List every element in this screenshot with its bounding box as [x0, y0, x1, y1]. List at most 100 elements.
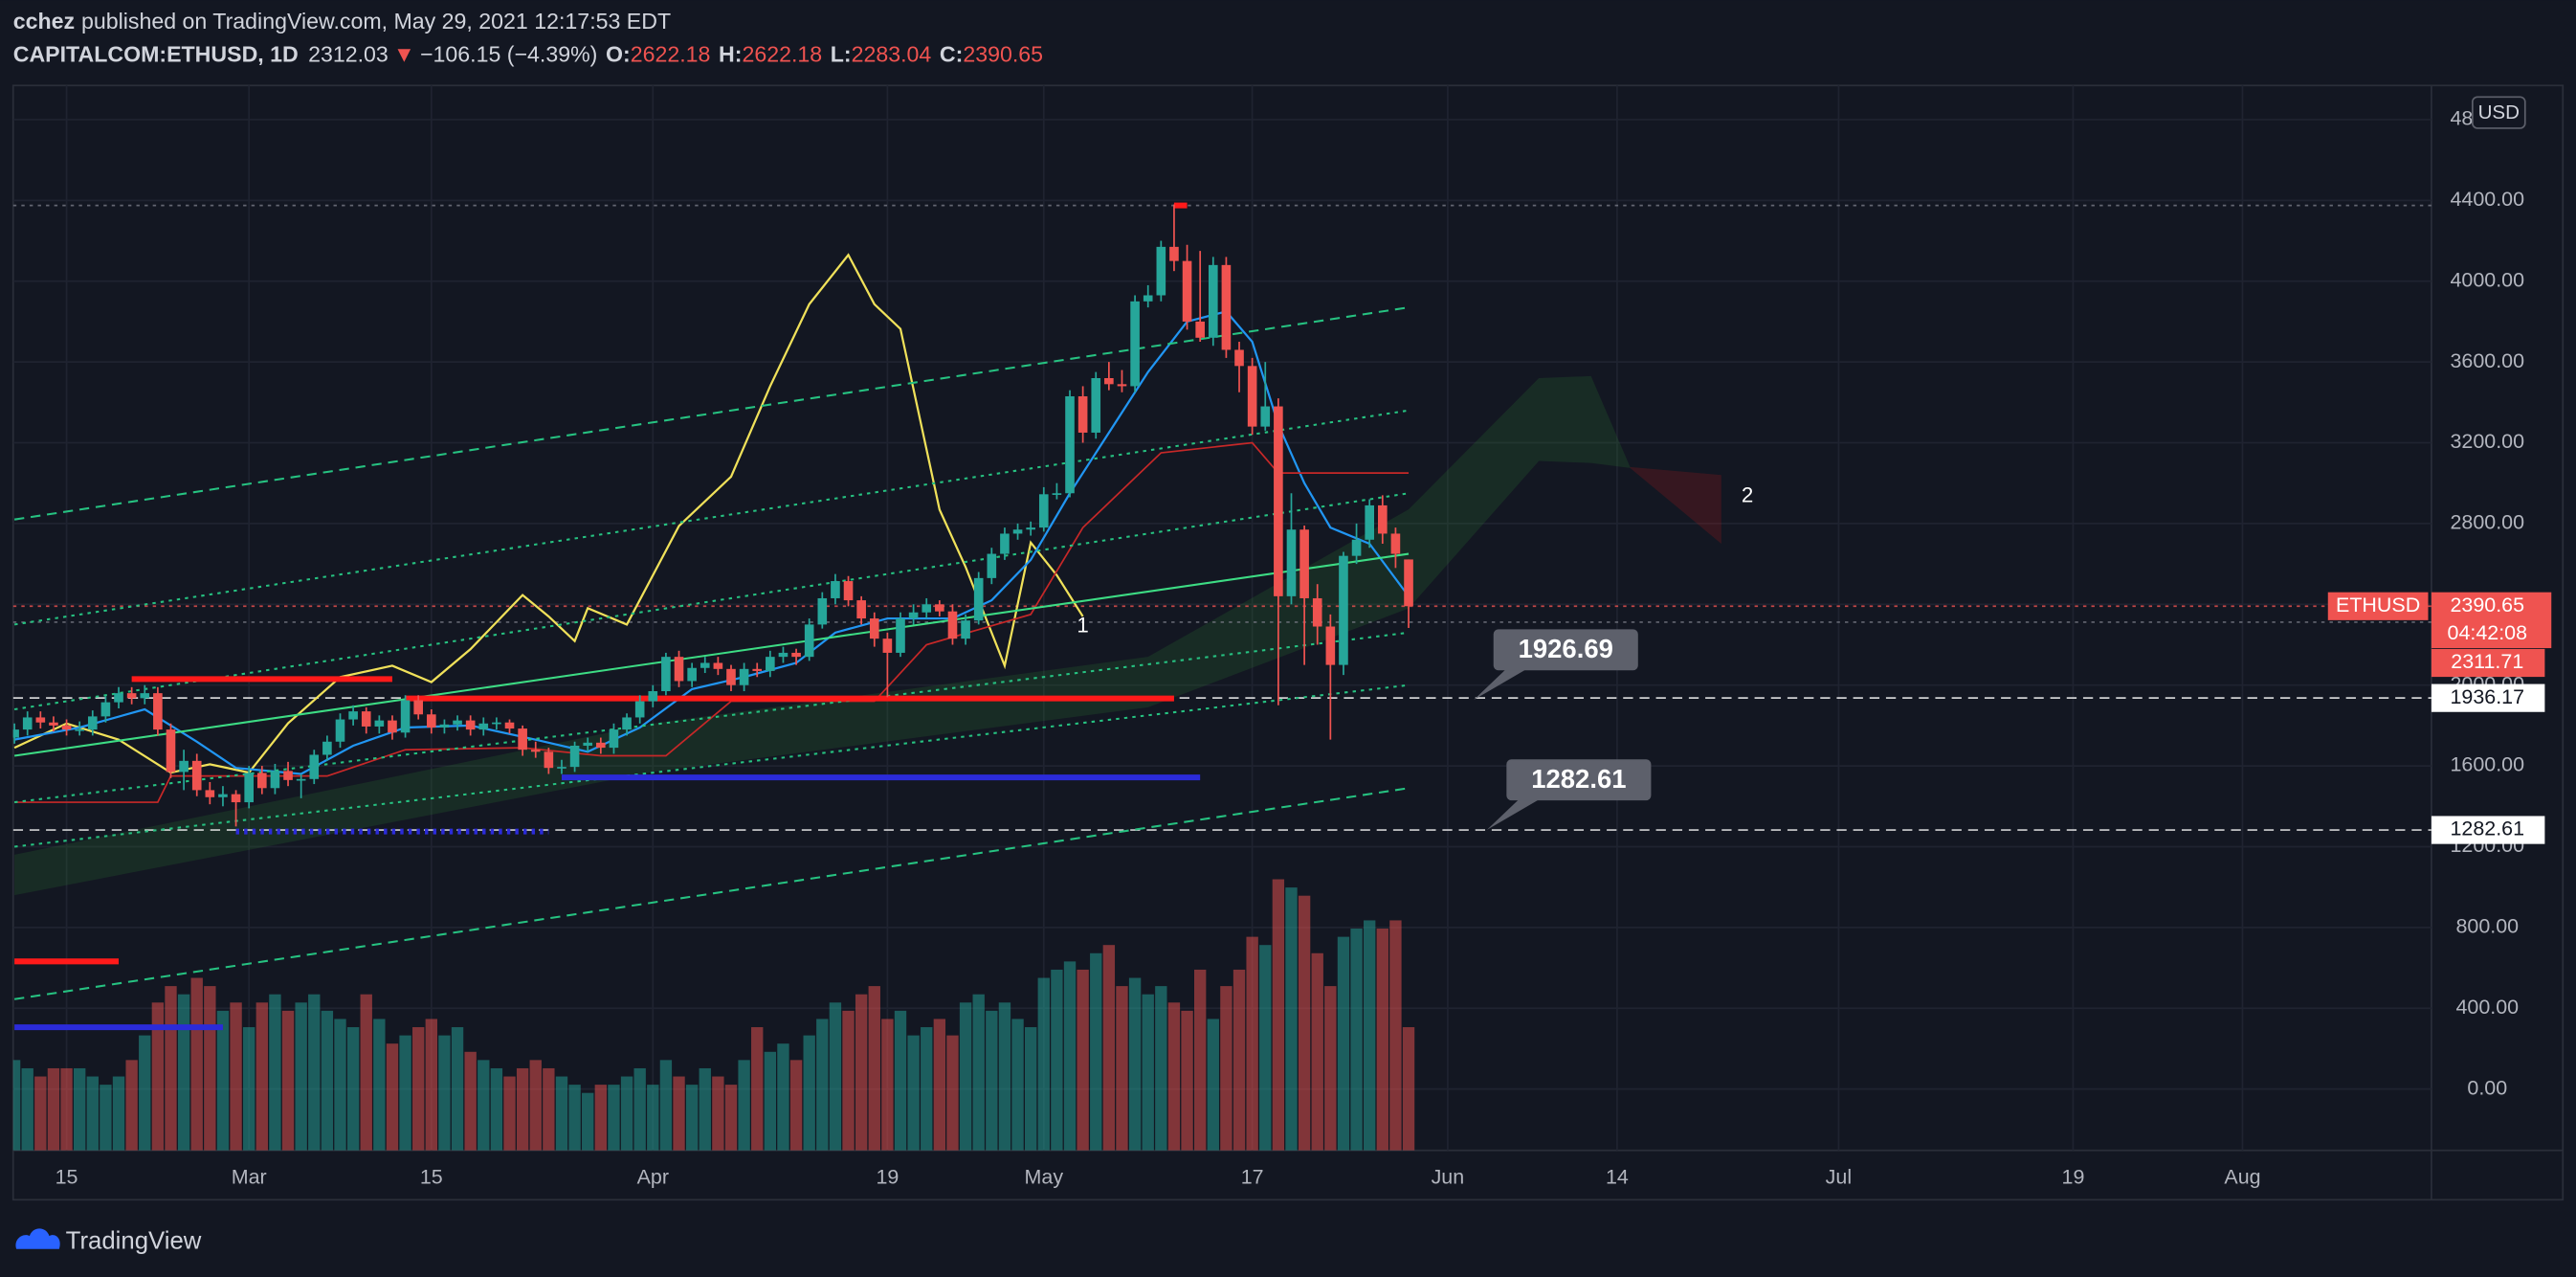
volume-bar [451, 1027, 464, 1151]
candle-body [766, 657, 775, 671]
volume-bar [1155, 986, 1167, 1151]
volume-bar [177, 994, 190, 1151]
candle-body [270, 771, 280, 789]
y-tick-label: 2800.00 [2451, 511, 2525, 534]
volume-bar [399, 1035, 411, 1151]
volume-bar [438, 1035, 451, 1151]
volume-bar [269, 994, 281, 1151]
candle-body [713, 662, 723, 669]
volume-bar [60, 1067, 73, 1151]
candle-body [256, 773, 267, 789]
volume-bar [21, 1067, 33, 1151]
candle-body [400, 700, 411, 733]
volume-bar [959, 1002, 972, 1151]
candle-body [791, 652, 801, 658]
volume-bar [1193, 969, 1207, 1151]
candle-body [661, 657, 671, 692]
volume-bar [477, 1060, 490, 1151]
candle-body [634, 701, 645, 718]
currency-label: USD [2478, 101, 2520, 123]
candle-body [140, 693, 150, 699]
candle-body [583, 742, 593, 746]
volume-bar [73, 1067, 86, 1151]
logo [15, 1228, 60, 1249]
candle-body [1351, 539, 1362, 556]
volume-bar [620, 1076, 633, 1151]
candle-body [1274, 406, 1283, 596]
ohlc-label: C: [940, 42, 963, 67]
volume-bar [998, 1002, 1011, 1151]
volume-bar [777, 1043, 789, 1151]
candle-body [726, 668, 736, 685]
volume-bar [582, 1092, 594, 1151]
volume-bar [1298, 895, 1311, 1151]
volume-bar [1232, 969, 1246, 1151]
x-tick-label: Apr [637, 1166, 669, 1189]
volume-bar [386, 1043, 399, 1151]
candle-body [1221, 264, 1232, 350]
candle-body [518, 728, 527, 751]
x-tick-label: 15 [420, 1166, 443, 1189]
candle-body [961, 620, 970, 639]
callout-tail [1474, 665, 1533, 701]
candle-body [569, 745, 580, 768]
ohlc-label: H: [719, 42, 742, 67]
volume-bar [555, 1076, 568, 1151]
candle-body [100, 702, 111, 717]
candle-body [504, 722, 515, 729]
volume-bar [464, 1051, 477, 1151]
volume-bar [216, 1010, 230, 1151]
candle-body [49, 722, 58, 726]
candle-body [1077, 395, 1088, 433]
candle-body [1104, 377, 1114, 385]
candle-body [1130, 301, 1140, 387]
candle-body [309, 754, 320, 779]
candle-body [882, 638, 893, 653]
volume-bar [321, 1010, 334, 1151]
volume-bar [751, 1027, 764, 1151]
candle-body [1325, 626, 1336, 665]
y-tick-label: 0.00 [2467, 1076, 2507, 1099]
volume-bar [543, 1067, 555, 1151]
candle-body [427, 714, 436, 728]
candle-body [622, 717, 632, 730]
y-tick-label: 4400.00 [2451, 188, 2525, 211]
volume-bar [190, 977, 203, 1151]
volume-bar [86, 1076, 99, 1151]
price-tag [2431, 648, 2545, 678]
volume-bar [1181, 1010, 1193, 1151]
price-tag-label: 1936.17 [2451, 685, 2525, 708]
volume-bar [868, 986, 880, 1151]
volume-bar [907, 1035, 920, 1151]
candle-body [817, 597, 828, 625]
volume-bar [1285, 887, 1298, 1151]
candle-body [1247, 366, 1257, 427]
candle-body [1000, 533, 1010, 554]
volume-bar [1077, 969, 1089, 1151]
volume-bar [803, 1035, 815, 1151]
volume-bar [1272, 879, 1285, 1151]
x-tick-label: May [1025, 1166, 1064, 1189]
volume-bar [1337, 936, 1350, 1151]
volume-bar [972, 994, 985, 1151]
candle-body [700, 662, 710, 668]
candle-body [478, 723, 489, 730]
candle-body [896, 618, 905, 653]
indicator-line [13, 787, 1410, 1000]
candle-body [804, 624, 814, 658]
candle-body [739, 668, 749, 685]
price-tag [2431, 816, 2545, 844]
volume-bar [151, 1002, 165, 1151]
candle-body [1091, 377, 1101, 433]
y-tick-label: 400.00 [2455, 996, 2519, 1019]
candle-body [1404, 559, 1413, 607]
candle-body [1169, 246, 1179, 261]
x-tick-label: Mar [232, 1166, 267, 1189]
candle-body [687, 667, 697, 682]
volume-bar [685, 1085, 699, 1151]
candle-body [361, 711, 371, 727]
candle-body [244, 773, 254, 803]
candle-body [153, 693, 163, 730]
x-tick-label: 14 [1606, 1166, 1629, 1189]
ohlc-label: O: [606, 42, 631, 67]
